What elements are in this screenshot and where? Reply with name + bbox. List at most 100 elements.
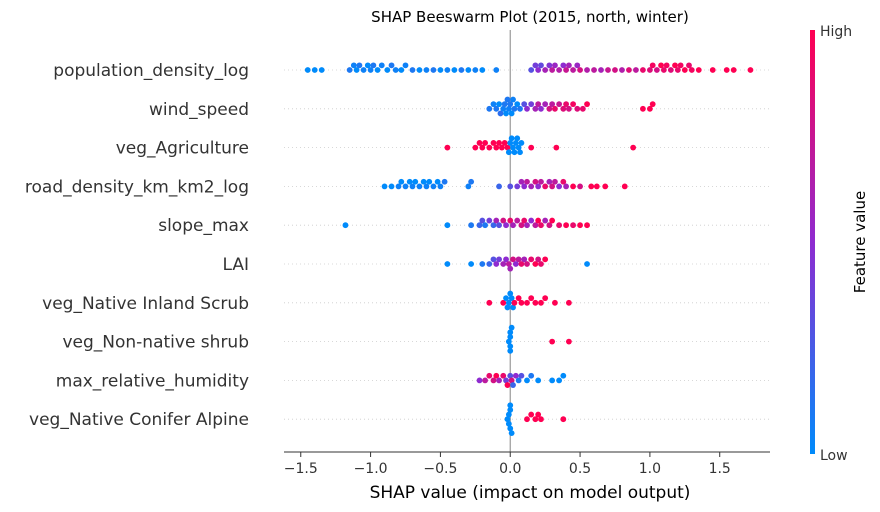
- shap-point: [353, 67, 360, 73]
- shap-point: [584, 261, 590, 267]
- shap-point: [538, 299, 544, 306]
- shap-point: [367, 67, 374, 73]
- shap-point: [518, 222, 525, 229]
- shap-point: [496, 256, 502, 263]
- shap-point: [565, 299, 572, 306]
- shap-point: [532, 222, 539, 229]
- shap-point: [565, 62, 572, 69]
- shap-point: [535, 411, 542, 418]
- shap-point: [388, 183, 395, 190]
- shap-point: [686, 62, 692, 69]
- shap-point: [503, 222, 509, 229]
- shap-point: [747, 67, 754, 73]
- shap-point: [364, 62, 371, 69]
- shap-point: [512, 261, 519, 267]
- shap-point: [505, 338, 512, 345]
- shap-point: [549, 217, 556, 224]
- feature-label: veg_Native Inland Scrub: [42, 294, 249, 314]
- shap-point: [388, 62, 395, 69]
- shap-point: [423, 183, 430, 190]
- shap-point: [493, 217, 500, 224]
- shap-point: [409, 67, 416, 73]
- shap-point: [479, 67, 486, 73]
- shap-point: [532, 178, 539, 185]
- feature-label: population_density_log: [53, 61, 249, 81]
- shap-point: [507, 334, 514, 340]
- shap-point: [430, 67, 437, 73]
- shap-point: [304, 67, 311, 73]
- shap-point: [493, 372, 500, 379]
- shap-point: [593, 183, 600, 190]
- shap-point: [318, 67, 325, 73]
- shap-point: [532, 299, 539, 306]
- shap-point: [570, 222, 576, 229]
- shap-point: [538, 62, 544, 69]
- shap-point: [524, 299, 530, 306]
- shap-point: [542, 101, 549, 108]
- shap-point: [577, 222, 583, 229]
- shap-point: [360, 67, 367, 73]
- shap-point: [563, 101, 570, 108]
- shap-point: [496, 222, 502, 229]
- shap-point: [542, 217, 549, 224]
- shap-point: [416, 67, 423, 73]
- shap-point: [505, 261, 512, 267]
- x-axis-label: SHAP value (impact on model output): [370, 483, 691, 503]
- shap-point: [437, 67, 444, 73]
- shap-point: [444, 261, 451, 267]
- x-tick-label: −0.5: [423, 461, 457, 477]
- shap-point: [552, 105, 558, 112]
- shap-point: [384, 67, 391, 73]
- shap-point: [444, 67, 451, 73]
- shap-point: [311, 67, 318, 73]
- shap-point: [538, 105, 544, 112]
- shap-point: [482, 377, 489, 384]
- shap-point: [507, 217, 514, 224]
- shap-point: [549, 377, 556, 384]
- shap-point: [508, 295, 515, 302]
- shap-point: [468, 222, 475, 229]
- shap-point: [528, 183, 535, 190]
- shap-point: [493, 261, 500, 267]
- shap-point: [507, 425, 514, 432]
- feature-label: slope_max: [158, 216, 249, 236]
- shap-point: [672, 62, 678, 69]
- shap-point: [565, 105, 572, 112]
- shap-point: [556, 377, 563, 384]
- shap-point: [538, 222, 544, 229]
- shap-point: [563, 183, 570, 190]
- x-tick-label: −1.5: [284, 461, 318, 477]
- shap-point: [556, 222, 563, 229]
- shap-point: [505, 105, 512, 112]
- x-axis-ticks: −1.5 −1.0 −0.5 0.0 0.5 1.0 1.5: [284, 452, 731, 477]
- shap-point: [370, 62, 377, 69]
- shap-point: [350, 62, 357, 69]
- shap-point: [346, 67, 353, 73]
- shap-point: [518, 140, 525, 146]
- shap-point: [416, 183, 423, 190]
- shap-point: [430, 183, 437, 190]
- shap-point: [444, 222, 451, 229]
- colorbar: [810, 30, 815, 454]
- feature-label: veg_Non-native shrub: [62, 333, 249, 353]
- shap-point: [511, 299, 518, 306]
- shap-point: [395, 183, 402, 190]
- shap-point: [546, 105, 553, 112]
- shap-point: [542, 183, 549, 190]
- shap-point: [496, 377, 502, 384]
- shap-point: [584, 101, 590, 108]
- shap-point: [521, 183, 528, 190]
- shap-point: [505, 420, 512, 427]
- shap-point: [402, 183, 409, 190]
- shap-point: [496, 183, 502, 190]
- shap-point: [378, 62, 385, 69]
- shap-point: [503, 256, 509, 263]
- shap-point: [552, 299, 558, 306]
- shap-point: [546, 178, 553, 185]
- shap-point: [507, 347, 514, 354]
- colorbar-title: Feature value: [851, 191, 869, 293]
- shap-point: [542, 67, 549, 73]
- shap-point: [468, 178, 475, 185]
- colorbar-low-label: Low: [820, 448, 848, 464]
- shap-point: [524, 261, 530, 267]
